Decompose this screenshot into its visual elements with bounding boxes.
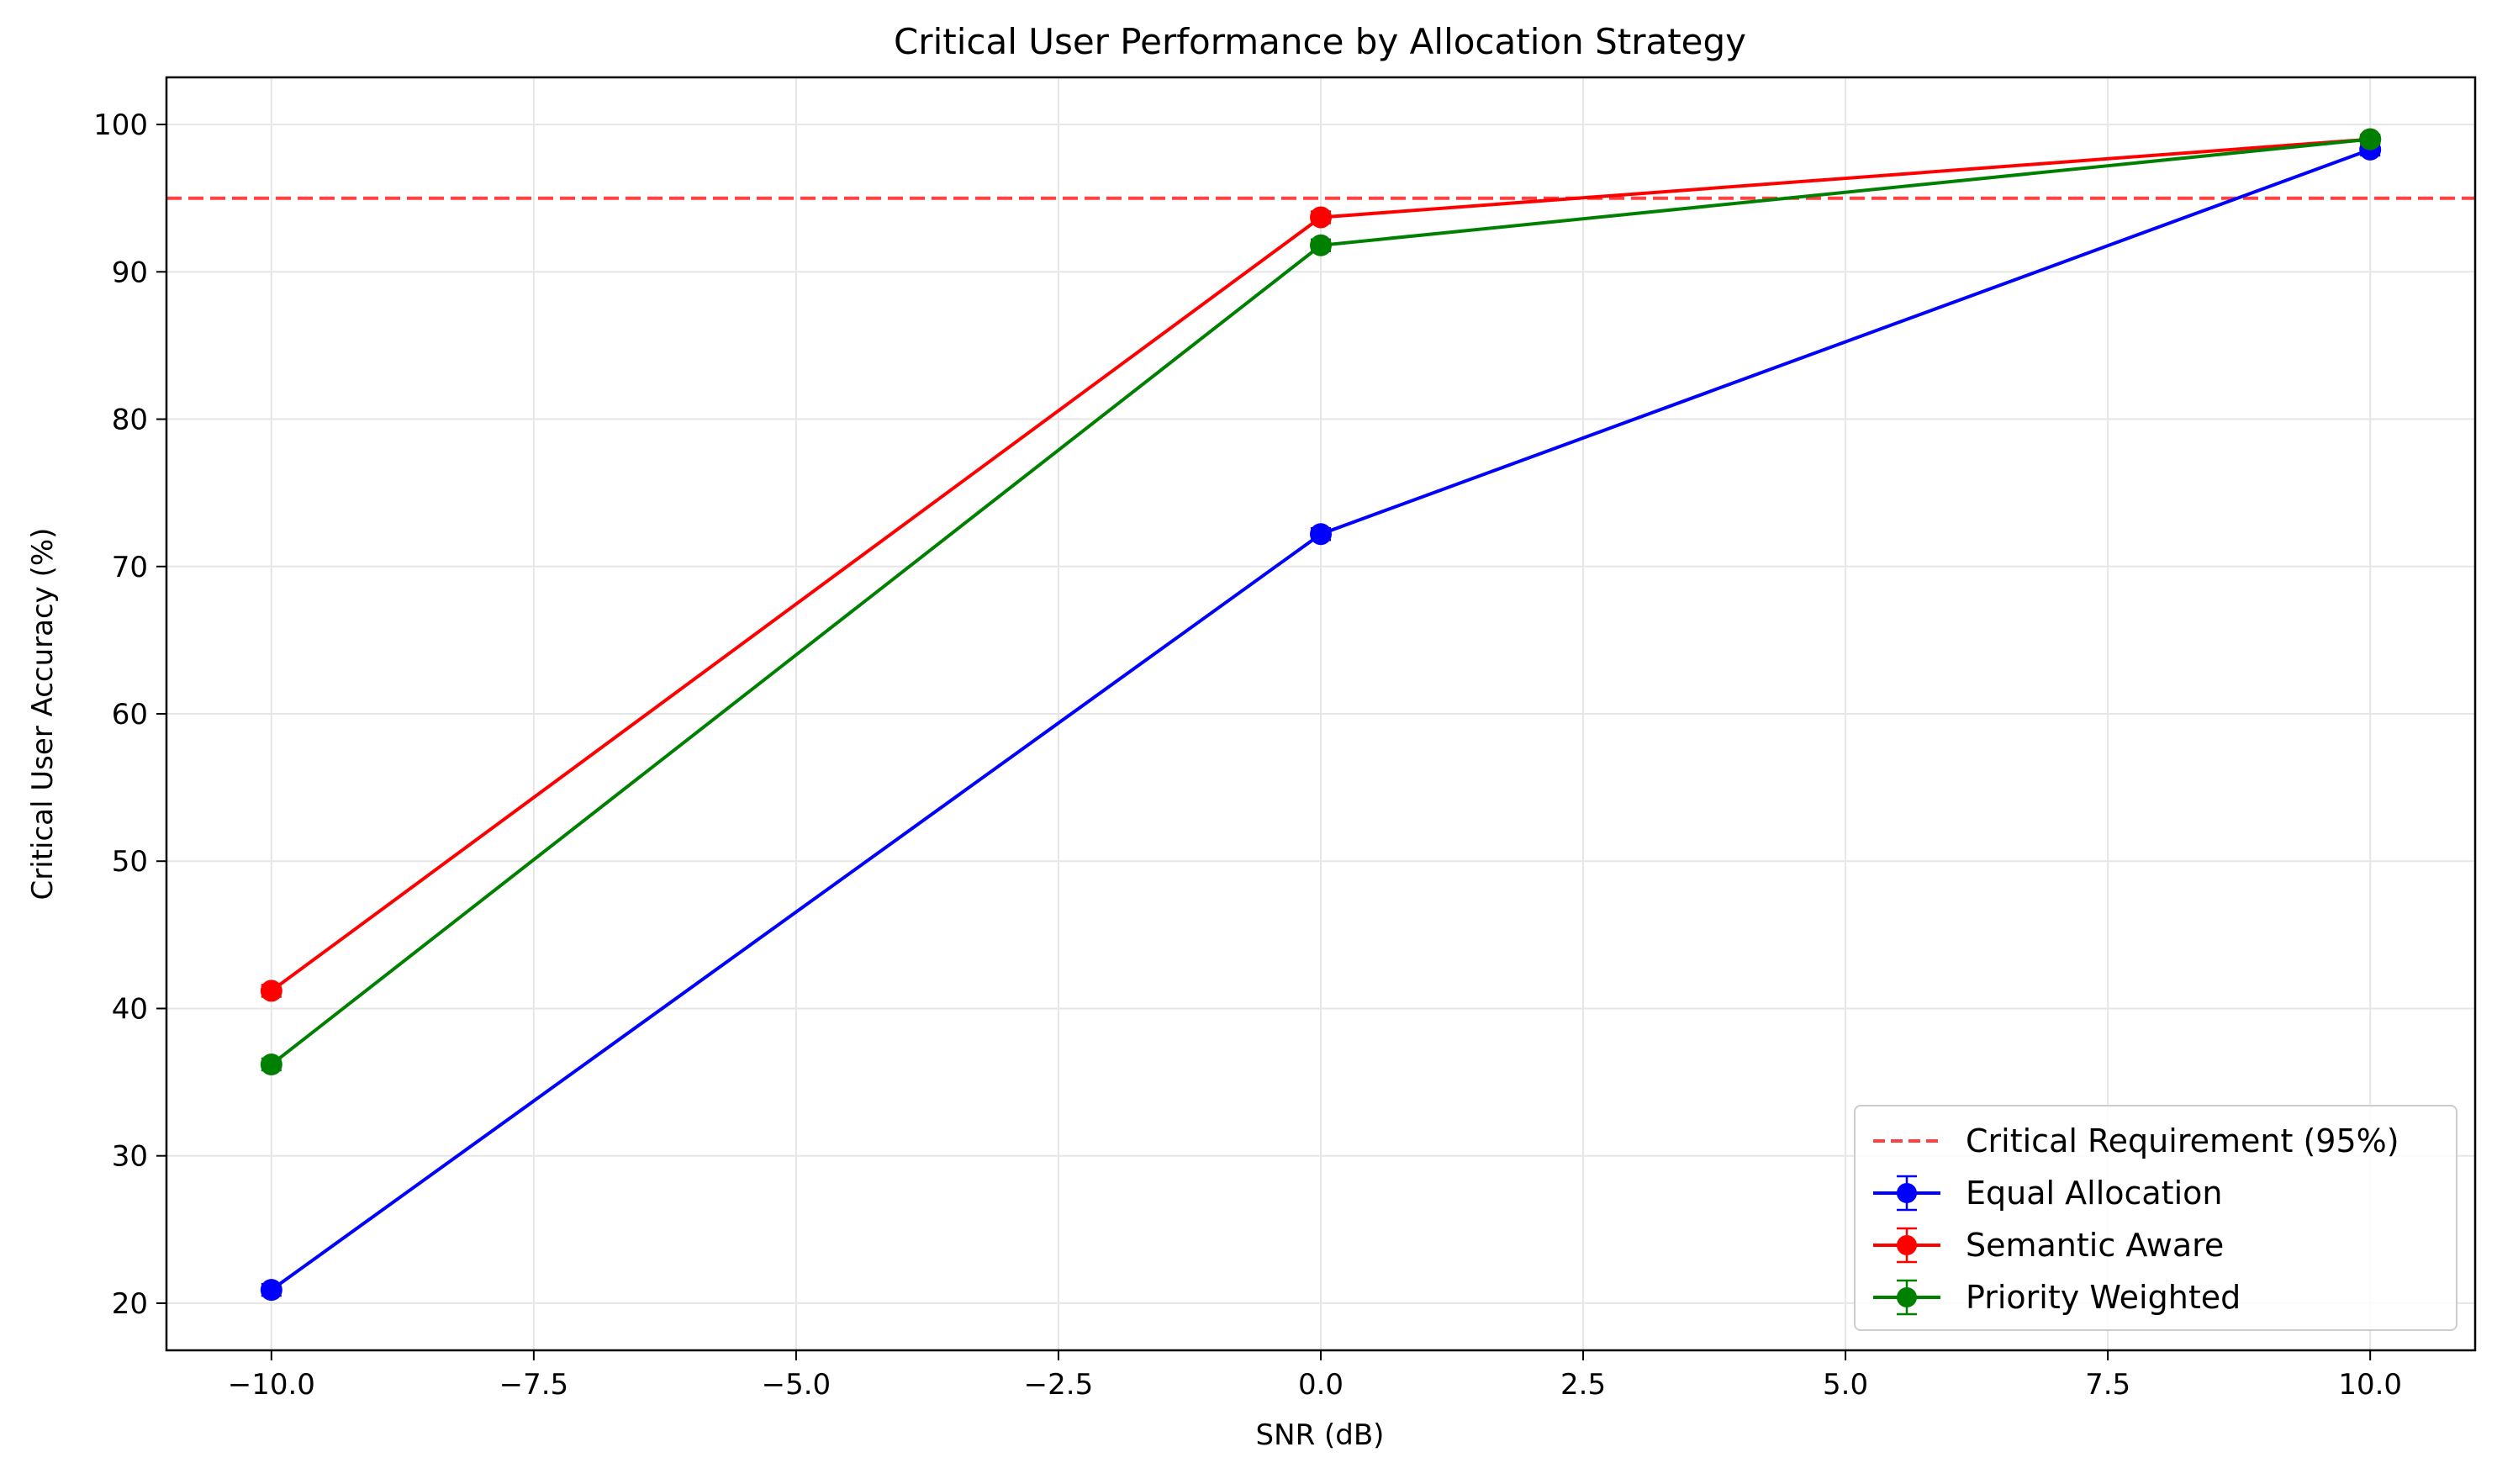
data-point [260, 980, 282, 1002]
x-axis-label: SNR (dB) [1256, 1418, 1385, 1452]
y-tick-label: 70 [112, 551, 148, 584]
y-tick-label: 80 [112, 404, 148, 437]
series-priority-weighted [260, 128, 2382, 1076]
legend-entry: Equal Allocation [1873, 1175, 2222, 1212]
data-point [1310, 234, 1332, 256]
x-tick-label: −7.5 [499, 1368, 569, 1402]
x-tick-label: −5.0 [762, 1368, 831, 1402]
y-axis-label: Critical User Accuracy (%) [26, 528, 60, 900]
legend-entry: Semantic Aware [1873, 1227, 2224, 1264]
x-tick-label: 5.0 [1823, 1368, 1868, 1402]
x-tick-label: −10.0 [228, 1368, 315, 1402]
y-tick-label: 40 [112, 992, 148, 1026]
x-tick-label: 10.0 [2338, 1368, 2402, 1402]
x-tick-label: 2.5 [1560, 1368, 1606, 1402]
data-point [1310, 206, 1332, 229]
y-tick-label: 90 [112, 256, 148, 289]
data-point [2359, 128, 2382, 151]
x-tick-label: −2.5 [1024, 1368, 1094, 1402]
legend-swatch-marker [1897, 1287, 1917, 1307]
y-tick-label: 60 [112, 698, 148, 731]
legend-label: Critical Requirement (95%) [1966, 1122, 2399, 1159]
x-tick-label: 7.5 [2085, 1368, 2130, 1402]
legend-label: Priority Weighted [1966, 1279, 2241, 1316]
legend-label: Equal Allocation [1966, 1175, 2222, 1212]
chart-title: Critical User Performance by Allocation … [894, 21, 1746, 62]
legend-swatch-marker [1897, 1183, 1917, 1203]
data-point [1310, 523, 1332, 546]
y-axis-ticks: 20 30 40 50 60 70 80 90 100 [93, 108, 166, 1321]
legend-box [1854, 1105, 2457, 1331]
y-tick-label: 50 [112, 845, 148, 879]
x-tick-label: 0.0 [1298, 1368, 1344, 1402]
legend: Critical Requirement (95%) Equal Allocati… [1854, 1105, 2457, 1331]
y-tick-label: 100 [93, 108, 148, 142]
data-point [260, 1054, 282, 1076]
legend-swatch-marker [1897, 1235, 1917, 1255]
legend-entry: Critical Requirement (95%) [1873, 1122, 2399, 1159]
x-axis-ticks: −10.0 −7.5 −5.0 −2.5 0.0 2.5 5.0 7.5 10.0 [228, 1350, 2402, 1402]
data-point [260, 1279, 282, 1302]
legend-label: Semantic Aware [1966, 1227, 2224, 1264]
y-tick-label: 20 [112, 1287, 148, 1321]
series-layer [260, 128, 2382, 1302]
series-equal-allocation [260, 138, 2382, 1302]
y-tick-label: 30 [112, 1140, 148, 1174]
legend-entry: Priority Weighted [1873, 1279, 2241, 1316]
